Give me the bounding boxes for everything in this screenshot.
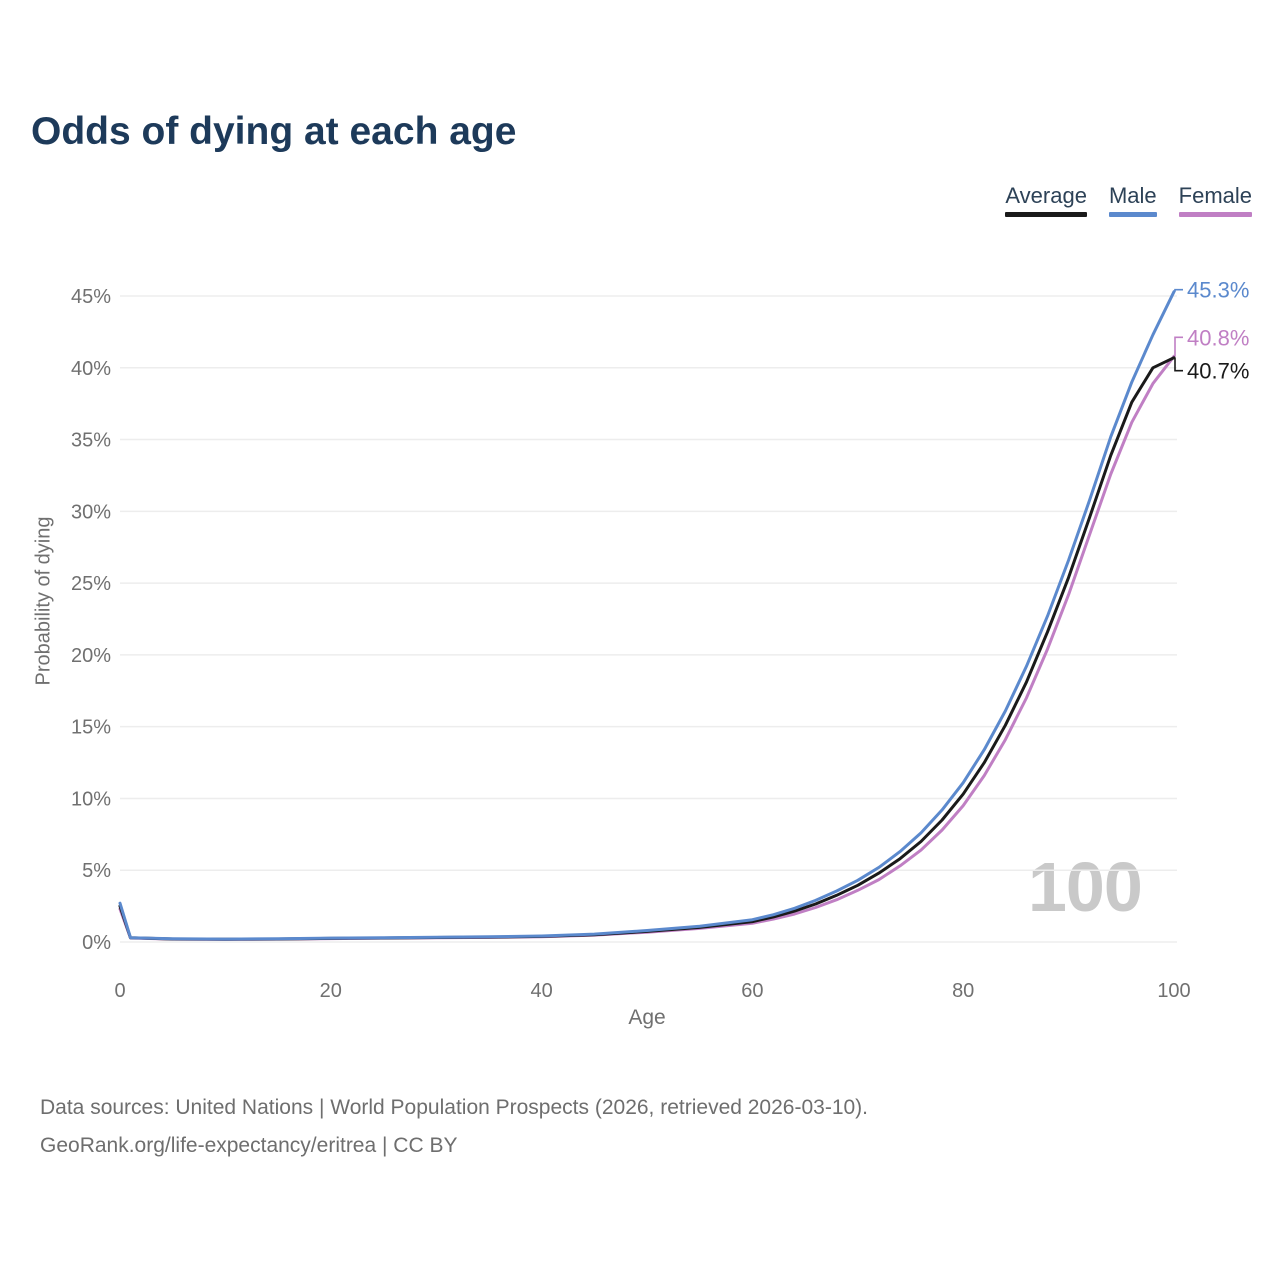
y-tick-label: 45% [71,286,111,308]
legend-underline-male [1108,212,1157,218]
end-label-connector-female [1174,336,1183,357]
x-tick-label: 0 [114,980,125,1002]
legend-label-male: Male [1108,183,1157,208]
y-tick-label: 10% [71,788,111,810]
y-tick-label: 40% [71,358,111,380]
end-label-male: 45.3% [1187,278,1249,303]
end-label-connector-average [1174,357,1183,372]
end-label-connector-male [1174,288,1183,292]
legend-item-male[interactable]: Male [1108,183,1157,218]
y-tick-label: 15% [71,717,111,739]
y-tick-label: 0% [82,932,111,954]
legend-item-average[interactable]: Average [1005,183,1087,218]
footer-data-sources: Data sources: United Nations | World Pop… [40,1096,869,1119]
series-line-female[interactable] [118,354,1176,941]
legend-label-female: Female [1178,183,1252,208]
y-tick-label: 35% [71,430,111,452]
footer: Data sources: United Nations | World Pop… [40,1089,1240,1165]
y-axis-title: Probability of dying [32,516,55,686]
legend-underline-female [1178,212,1252,218]
legend: Average Male Female [1005,183,1252,218]
x-tick-label: 80 [952,980,974,1002]
x-tick-label: 100 [1157,980,1190,1002]
end-label-average: 40.7% [1187,359,1249,384]
series-line-average[interactable] [118,356,1176,941]
y-tick-label: 20% [71,645,111,667]
y-tick-label: 5% [82,860,111,882]
x-axis-title: Age [628,1006,666,1029]
y-tick-label: 30% [71,501,111,523]
footer-attribution: GeoRank.org/life-expectancy/eritrea | CC… [40,1133,458,1157]
legend-label-average: Average [1005,183,1087,208]
legend-underline-average [1005,212,1087,218]
legend-item-female[interactable]: Female [1178,183,1252,218]
end-label-female: 40.8% [1187,325,1249,350]
series-line-male[interactable] [118,290,1176,941]
y-tick-label: 25% [71,573,111,595]
page-title: Odds of dying at each age [31,110,517,153]
hover-age-watermark: 100 [1028,848,1143,926]
x-tick-label: 40 [530,980,552,1002]
x-tick-label: 60 [741,980,763,1002]
x-tick-label: 20 [320,980,342,1002]
